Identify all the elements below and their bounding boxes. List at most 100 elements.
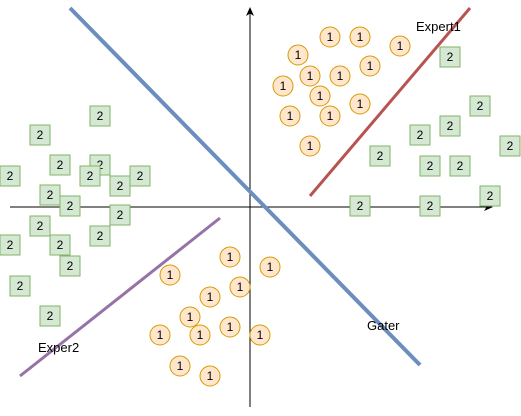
class-1-label: 1 [177, 359, 184, 373]
class-1-marker [319, 26, 341, 48]
class-1-marker [389, 35, 411, 57]
expert1-label: Expert1 [416, 19, 461, 34]
class-1-label: 1 [207, 290, 214, 304]
class-2-marker [39, 305, 61, 327]
class-2-point: 2 [49, 234, 71, 256]
class-2-marker [109, 204, 131, 226]
class-2-label: 2 [447, 119, 454, 133]
class-1-point: 1 [159, 264, 181, 286]
class-1-marker [189, 324, 211, 346]
class-2-point: 2 [109, 204, 131, 226]
class-1-point: 1 [179, 306, 201, 328]
class-2-label: 2 [7, 169, 14, 183]
class-2-label: 2 [37, 219, 44, 233]
class-2-marker [109, 175, 131, 197]
class-1-point: 1 [219, 246, 241, 268]
class-2-marker [79, 165, 101, 187]
class-2-point: 2 [29, 124, 51, 146]
class-2-point: 2 [469, 95, 491, 117]
class-1-marker [199, 286, 221, 308]
class-1-marker [279, 105, 301, 127]
class-2-label: 2 [477, 99, 484, 113]
class-2-point: 2 [409, 124, 431, 146]
class-1-label: 1 [327, 30, 334, 44]
class-1-point: 1 [329, 65, 351, 87]
class-1-marker [287, 44, 309, 66]
class-2-marker [479, 185, 501, 207]
class-2-label: 2 [67, 199, 74, 213]
class-1-label: 1 [337, 69, 344, 83]
class-1-point: 1 [149, 324, 171, 346]
class-1-label: 1 [367, 59, 374, 73]
class-2-marker [419, 195, 441, 217]
class-2-label: 2 [47, 309, 54, 323]
class-2-marker [89, 105, 111, 127]
class-2-label: 2 [507, 139, 514, 153]
class-2-marker [469, 95, 491, 117]
class-2-point: 2 [439, 115, 461, 137]
class-1-marker [349, 93, 371, 115]
class-1-label: 1 [295, 48, 302, 62]
class-2-marker [59, 255, 81, 277]
gater-line [68, 6, 422, 367]
class-1-label: 1 [357, 97, 364, 111]
class-2-label: 2 [427, 199, 434, 213]
class-2-label: 2 [97, 158, 104, 172]
class-2-point: 2 [39, 305, 61, 327]
class-2-label: 2 [357, 199, 364, 213]
class-1-marker [329, 65, 351, 87]
class-1-marker [199, 365, 221, 387]
class-2-label: 2 [37, 128, 44, 142]
class-2-marker [419, 155, 441, 177]
class-2-marker [49, 154, 71, 176]
class-1-point: 1 [299, 135, 321, 157]
class-1-point: 1 [299, 65, 321, 87]
class-2-label: 2 [57, 158, 64, 172]
class-2-point: 2 [89, 105, 111, 127]
class-1-marker [149, 324, 171, 346]
class-2-marker [29, 124, 51, 146]
class-2-label: 2 [487, 189, 494, 203]
class-1-point: 1 [169, 355, 191, 377]
class-2-point: 2 [349, 195, 371, 217]
class-2-point: 2 [419, 195, 441, 217]
class-2-marker [369, 145, 391, 167]
class-1-label: 1 [287, 109, 294, 123]
class-2-label: 2 [427, 159, 434, 173]
class-1-point: 1 [189, 324, 211, 346]
class-1-point: 1 [309, 85, 331, 107]
class-2-marker [39, 184, 61, 206]
class-1-marker [309, 85, 331, 107]
class-1-marker [359, 55, 381, 77]
class-2-point: 2 [439, 46, 461, 68]
class-1-point: 1 [279, 105, 301, 127]
class-1-label: 1 [207, 369, 214, 383]
class-2-point: 2 [0, 234, 21, 256]
class-2-marker [89, 225, 111, 247]
class-1-marker [219, 316, 241, 338]
class-1-label: 1 [227, 250, 234, 264]
class-2-point: 2 [79, 165, 101, 187]
class-2-label: 2 [97, 229, 104, 243]
class-2-marker [29, 215, 51, 237]
class-2-point: 2 [419, 155, 441, 177]
class-1-point: 1 [229, 276, 251, 298]
class-1-marker [219, 246, 241, 268]
class-2-label: 2 [457, 159, 464, 173]
class-2-label: 2 [17, 279, 24, 293]
class-1-label: 1 [187, 310, 194, 324]
class-1-label: 1 [157, 328, 164, 342]
class-2-label: 2 [377, 149, 384, 163]
class-2-label: 2 [447, 50, 454, 64]
class-1-marker [229, 276, 251, 298]
class-1-marker [259, 256, 281, 278]
class-1-label: 1 [307, 139, 314, 153]
class-2-label: 2 [97, 109, 104, 123]
class-1-marker [169, 355, 191, 377]
class-1-point: 1 [249, 324, 271, 346]
class-1-label: 1 [327, 109, 334, 123]
class-2-point: 2 [369, 145, 391, 167]
class-1-label: 1 [257, 328, 264, 342]
class-2-point: 2 [0, 165, 21, 187]
